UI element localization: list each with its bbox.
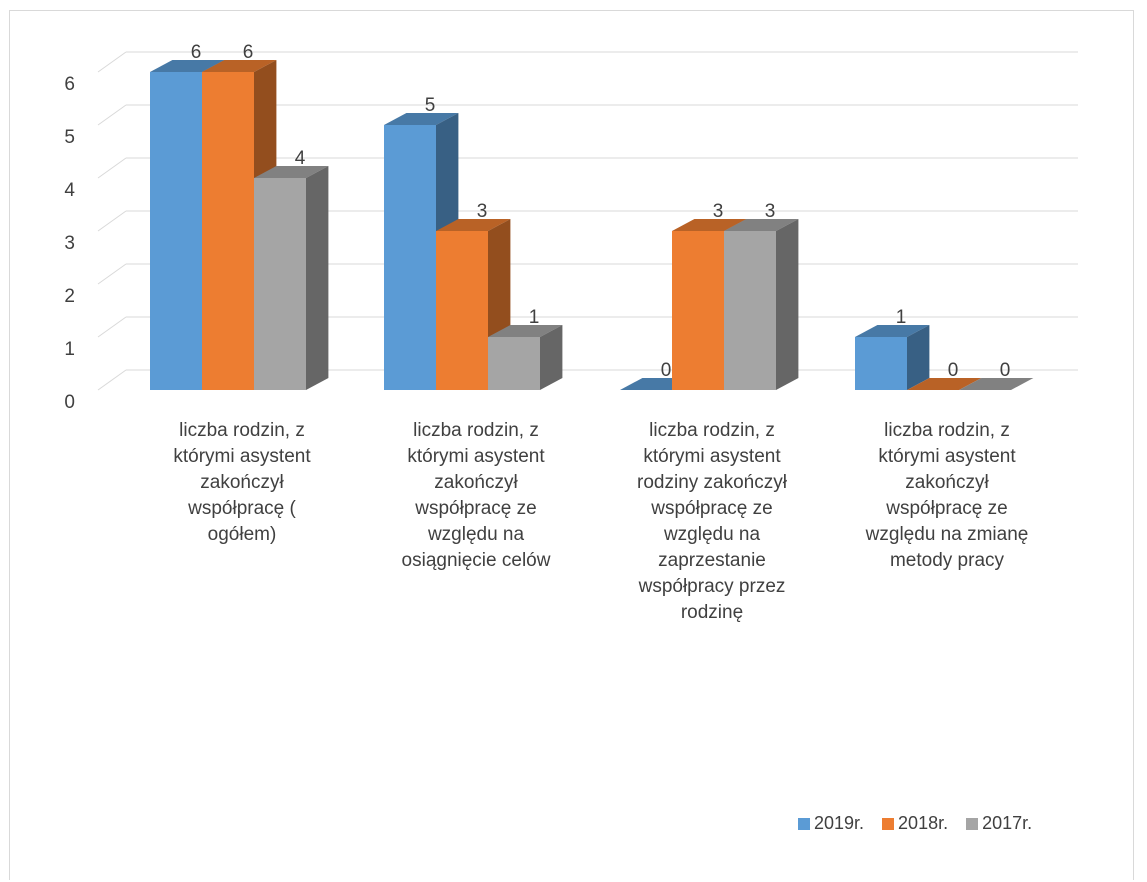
bar-top-2019r.-1 (384, 113, 459, 125)
legend-item-2019: 2019r. (798, 813, 864, 834)
category-label-1: liczba rodzin, z którymi asystent zakończy… (147, 418, 337, 548)
bar-side-2017r.-0 (306, 166, 329, 390)
legend-label-2017: 2017r. (982, 813, 1033, 833)
bar-top-2017r.-2 (724, 219, 799, 231)
bar-2017r.-2 (724, 231, 776, 390)
category-label-line: względu na (663, 524, 761, 545)
bar-2018r.-2 (672, 231, 724, 390)
bar-top-2018r.-3 (907, 378, 982, 390)
data-label: 1 (529, 307, 540, 328)
legend-item-2017: 2017r. (966, 813, 1032, 834)
bar-2017r.-1 (488, 337, 540, 390)
bar-2019r.-1 (384, 125, 436, 390)
y-tick-label: 3 (64, 233, 75, 254)
data-label: 3 (765, 201, 776, 222)
y-tick-label: 2 (64, 286, 75, 307)
gridline-diag-1 (97, 316, 127, 338)
gridline-diag-3 (97, 210, 127, 232)
y-tick-label: 6 (64, 74, 75, 95)
legend-label-2018: 2018r. (898, 813, 949, 833)
bar-top-2019r.-3 (855, 325, 930, 337)
chart-frame (9, 10, 1134, 880)
gridline-diag-0 (97, 369, 127, 391)
category-label-line: którymi asystent (407, 446, 545, 467)
bar-side-2017r.-1 (540, 325, 563, 390)
y-tick-label: 4 (64, 180, 75, 201)
category-label-line: rodzinę (680, 602, 744, 623)
category-label-line: rodziny zakończył (637, 472, 787, 493)
bar-side-2017r.-2 (776, 219, 799, 390)
bar-top-2018r.-1 (436, 219, 511, 231)
bar-2019r.-0 (150, 72, 202, 390)
category-label-line: liczba rodzin, z (413, 420, 539, 441)
category-label-line: zaprzestanie (658, 550, 766, 571)
bar-2018r.-1 (436, 231, 488, 390)
category-label-line: liczba rodzin, z (179, 420, 305, 441)
data-label: 1 (896, 307, 907, 328)
legend-swatch-2019 (798, 817, 810, 830)
bar-2019r.-3 (855, 337, 907, 390)
legend-item-2018: 2018r. (882, 813, 948, 834)
bar-2018r.-0 (202, 72, 254, 390)
data-label: 4 (295, 148, 306, 169)
data-label: 0 (1000, 360, 1011, 381)
gridline-diag-4 (97, 157, 127, 179)
gridline-diag-2 (97, 263, 127, 285)
bar-top-2018r.-2 (672, 219, 747, 231)
legend: 2019r. 2018r. 2017r. (798, 813, 1050, 834)
bar-top-2018r.-0 (202, 60, 277, 72)
category-label-4: liczba rodzin, z którymi asystent zakończy… (852, 418, 1042, 574)
y-tick-label: 0 (64, 392, 75, 413)
legend-swatch-2017 (966, 817, 979, 830)
category-label-line: współpracę ze (886, 498, 1008, 519)
data-label: 0 (661, 360, 672, 381)
category-label-line: ogółem) (207, 524, 277, 545)
category-label-line: którymi asystent (878, 446, 1016, 467)
category-label-line: względu na zmianę (865, 524, 1029, 545)
category-label-line: współpracę ze (415, 498, 537, 519)
bar-top-2017r.-0 (254, 166, 329, 178)
data-label: 3 (477, 201, 488, 222)
category-label-line: współpracę ( (188, 498, 296, 519)
category-label-line: którymi asystent (173, 446, 311, 467)
bar-top-2017r.-3 (959, 378, 1034, 390)
category-label-line: metody pracy (889, 550, 1005, 571)
bar-2017r.-0 (254, 178, 306, 390)
bar-top-2019r.-0 (150, 60, 225, 72)
category-label-line: współpracę ze (651, 498, 773, 519)
y-tick-label: 5 (64, 127, 75, 148)
bar-side-2019r.-3 (907, 325, 930, 390)
gridline-diag-5 (97, 104, 127, 126)
legend-swatch-2018 (882, 817, 895, 830)
data-label: 6 (243, 42, 254, 63)
y-tick-label: 1 (64, 339, 75, 360)
data-label: 0 (948, 360, 959, 381)
category-label-line: zakończył (905, 472, 989, 493)
category-label-line: względu na (427, 524, 525, 545)
category-label-line: współpracy przez (638, 576, 786, 597)
gridline-diag-6 (97, 51, 127, 73)
category-label-line: liczba rodzin, z (649, 420, 775, 441)
category-label-line: którymi asystent (643, 446, 781, 467)
legend-label-2019: 2019r. (814, 813, 865, 833)
category-label-line: osiągnięcie celów (401, 550, 551, 571)
bar-top-2017r.-1 (488, 325, 563, 337)
data-label: 6 (191, 42, 202, 63)
category-label-line: liczba rodzin, z (884, 420, 1010, 441)
data-label: 5 (425, 95, 436, 116)
category-label-line: zakończył (434, 472, 518, 493)
category-label-2: liczba rodzin, z którymi asystent zakończy… (381, 418, 571, 574)
data-label: 3 (713, 201, 724, 222)
category-label-3: liczba rodzin, z którymi asystent rodziny … (617, 418, 807, 626)
category-label-line: zakończył (200, 472, 284, 493)
